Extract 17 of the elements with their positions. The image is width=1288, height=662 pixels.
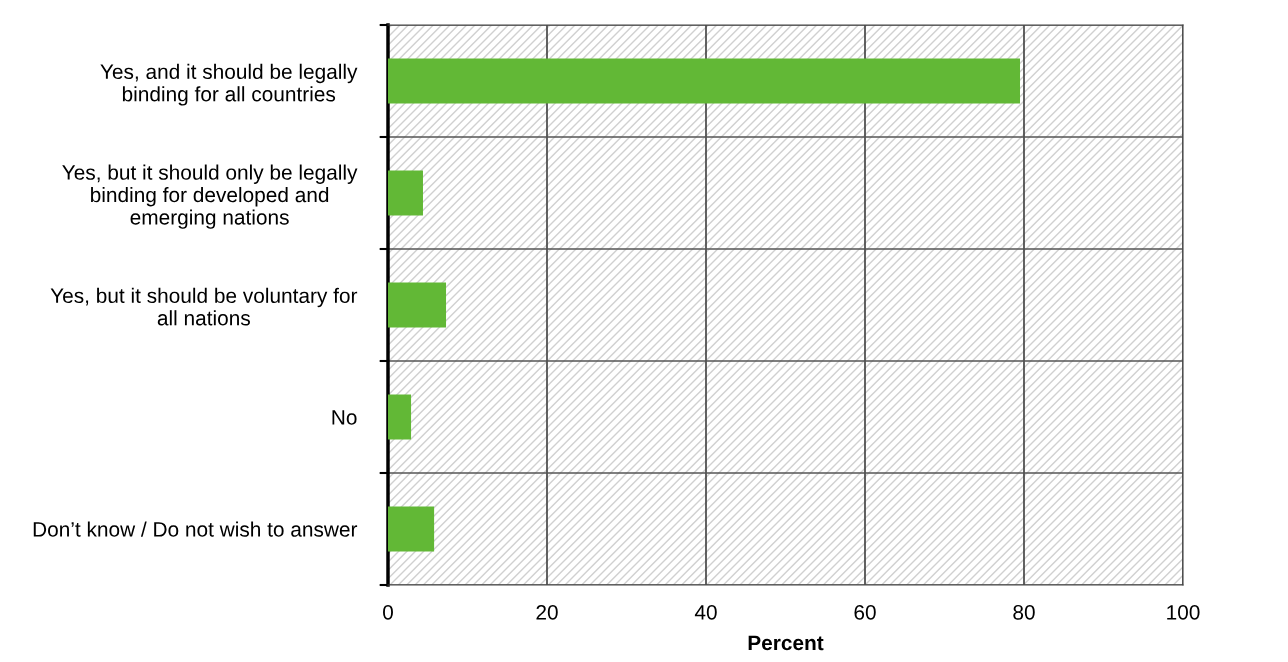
x-tick-label: 20 bbox=[536, 604, 558, 620]
x-axis-title: Percent bbox=[748, 635, 824, 651]
y-tick-label: Yes, and it should be legally binding for all countries bbox=[100, 63, 358, 106]
y-tick-label: Yes, but it should be voluntary for all nations bbox=[50, 287, 358, 326]
x-tick-label: 40 bbox=[694, 604, 717, 620]
bar bbox=[388, 506, 435, 552]
bar bbox=[388, 58, 1021, 104]
bar bbox=[388, 282, 447, 328]
y-tick-label: Yes, but it should only be legally binding for developed and emerging nations bbox=[62, 164, 358, 229]
bar bbox=[388, 170, 423, 216]
x-tick-label: 100 bbox=[1167, 604, 1200, 620]
x-tick-label: 0 bbox=[383, 604, 393, 620]
y-tick-label: Don’t know / Do not wish to answer bbox=[33, 521, 358, 537]
x-tick-label: 80 bbox=[1013, 604, 1035, 620]
bar bbox=[388, 394, 412, 440]
y-tick-label: No bbox=[332, 410, 357, 425]
x-tick-label: 60 bbox=[854, 604, 876, 620]
